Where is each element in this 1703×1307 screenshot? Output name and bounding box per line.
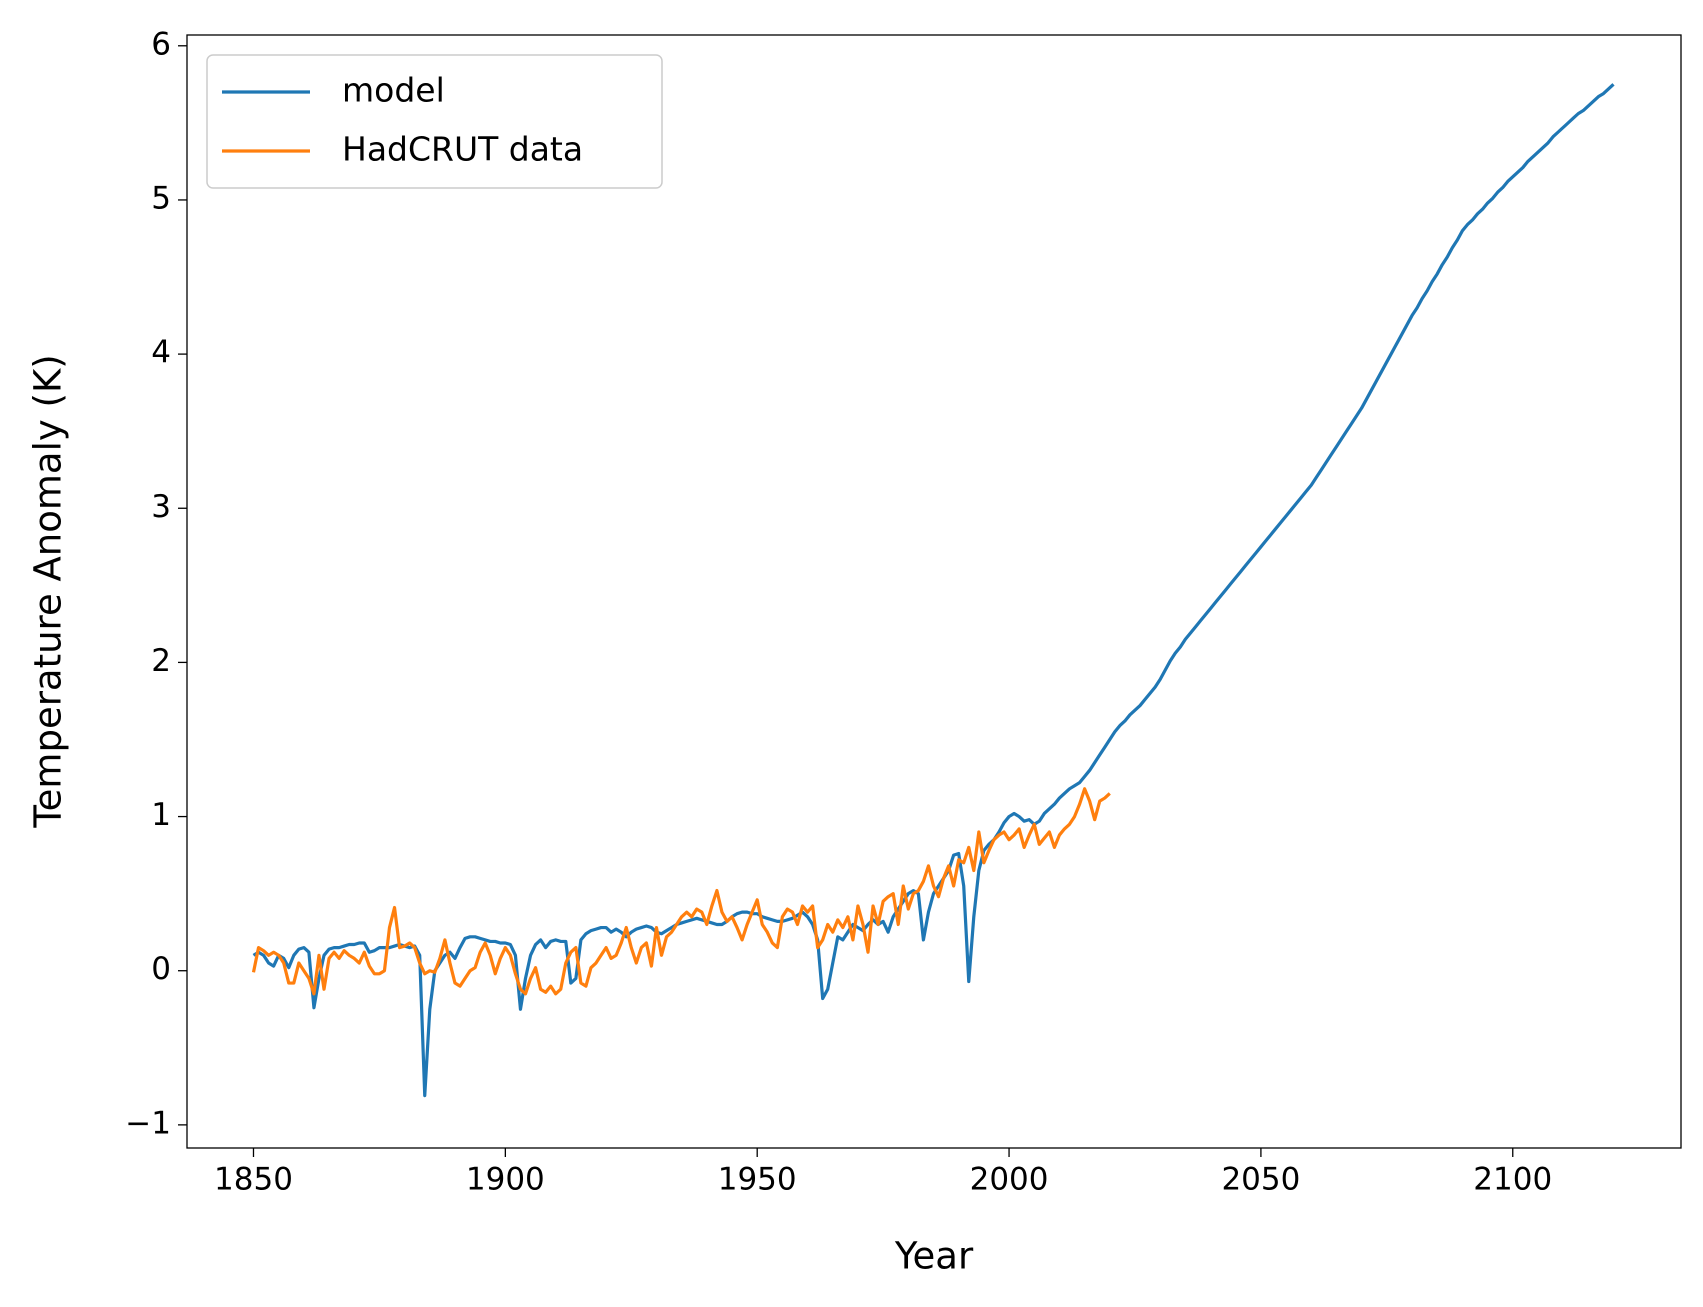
- y-tick-label: 3: [151, 489, 171, 525]
- x-tick-label: 2100: [1473, 1162, 1552, 1198]
- legend-box: [206, 54, 663, 189]
- x-axis-label: Year: [894, 1235, 974, 1278]
- y-tick-label: −1: [125, 1105, 171, 1141]
- y-tick-label: 6: [151, 26, 171, 62]
- x-tick-label: 1950: [718, 1162, 797, 1198]
- plot-frame: [186, 34, 1682, 1149]
- y-tick-label: 5: [151, 180, 171, 216]
- legend-label: HadCRUT data: [342, 130, 583, 169]
- x-tick-label: 1850: [214, 1162, 293, 1198]
- y-axis-label: Temperature Anomaly (K): [27, 354, 70, 828]
- y-tick-label: 4: [151, 335, 171, 371]
- x-tick-label: 2000: [970, 1162, 1049, 1198]
- y-tick-label: 2: [151, 643, 171, 679]
- data-line: [252, 83, 1615, 1098]
- x-tick-label: 1900: [466, 1162, 545, 1198]
- legend-label: model: [342, 71, 445, 110]
- y-tick-label: 0: [151, 951, 171, 987]
- x-tick-label: 2050: [1221, 1162, 1300, 1198]
- data-line: [251, 787, 1111, 996]
- y-tick-label: 1: [151, 797, 171, 833]
